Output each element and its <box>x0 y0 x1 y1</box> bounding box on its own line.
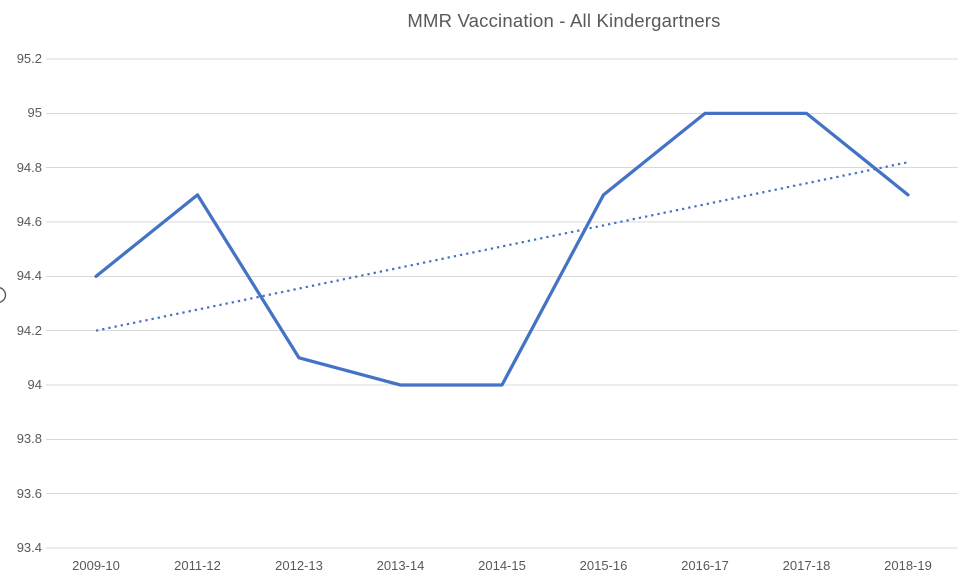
y-tick-label: 94.4 <box>16 268 42 284</box>
trendline <box>95 161 909 332</box>
y-tick-label: 93.6 <box>16 485 42 501</box>
x-tick-label: 2009-10 <box>72 558 120 573</box>
series-line-mmr-vaccination-rate <box>94 111 910 387</box>
y-tick-label: 93.8 <box>16 431 42 447</box>
x-tick-label: 2012-13 <box>275 558 323 573</box>
y-tick-label: 94.2 <box>16 322 42 338</box>
x-tick-label: 2018-19 <box>884 558 932 573</box>
y-tick-label: 94.8 <box>16 159 42 175</box>
y-tick-label: 94.6 <box>16 214 42 229</box>
y-tick-label: 95 <box>27 105 42 121</box>
x-tick-label: 2017-18 <box>782 558 831 573</box>
x-tick-label: 2016-17 <box>681 558 729 573</box>
clipped-y-axis-title-glyph <box>0 287 7 303</box>
x-tick-label: 2015-16 <box>579 558 628 573</box>
y-tick-label: 93.4 <box>16 540 42 555</box>
chart-title: MMR Vaccination - All Kindergartners <box>407 10 721 31</box>
x-tick-label: 2014-15 <box>478 558 526 573</box>
x-tick-label: 2011-12 <box>174 558 221 573</box>
y-tick-label: 94 <box>27 377 42 392</box>
y-tick-label: 95.2 <box>16 51 42 66</box>
x-tick-label: 2013-14 <box>376 558 425 573</box>
